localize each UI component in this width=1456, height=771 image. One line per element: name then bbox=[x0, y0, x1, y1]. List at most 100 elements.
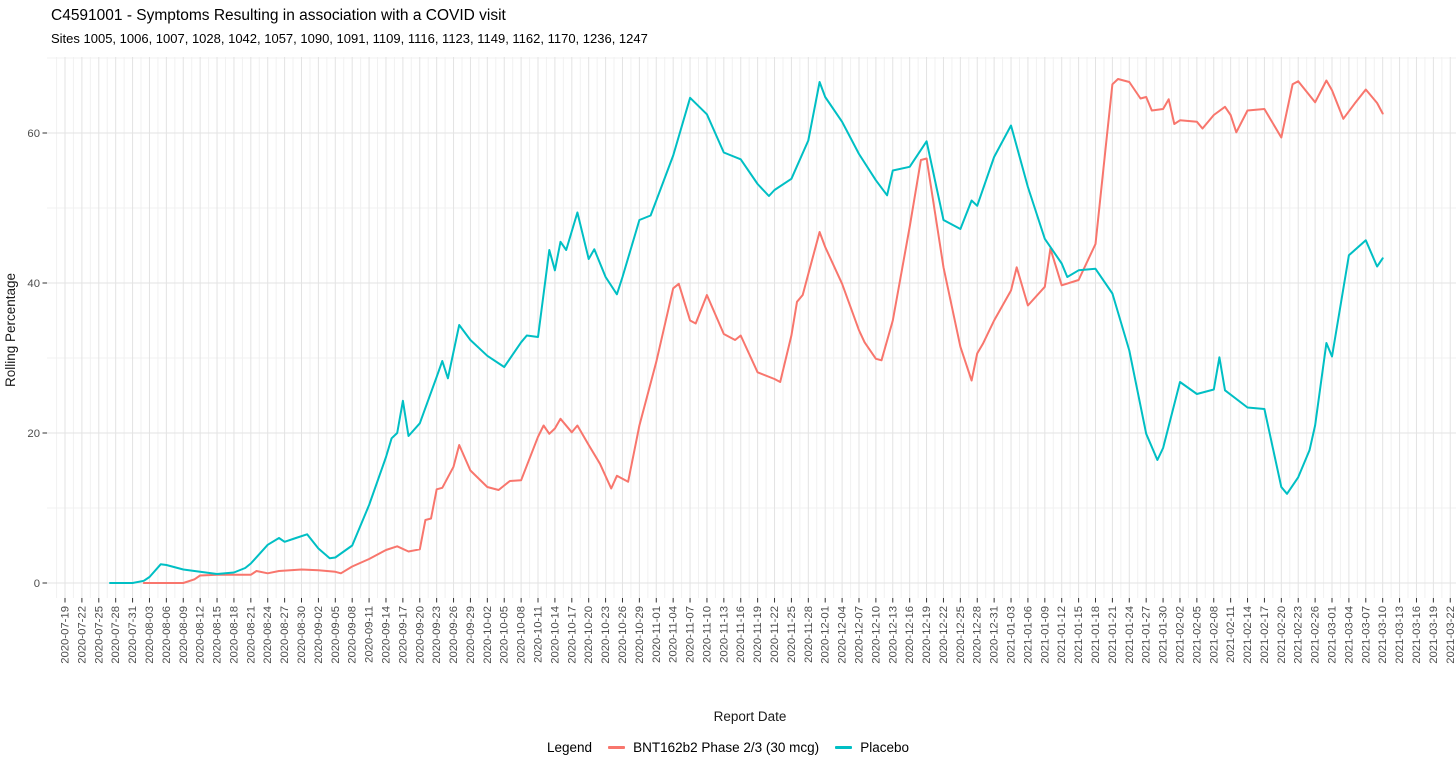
x-tick-label: 2020-10-08 bbox=[516, 606, 528, 664]
x-tick-label: 2021-01-06 bbox=[1022, 606, 1034, 664]
legend-key-placebo bbox=[835, 746, 853, 749]
x-tick-label: 2020-07-28 bbox=[110, 606, 122, 664]
x-tick-label: 2021-01-27 bbox=[1141, 606, 1153, 664]
legend-item-bnt162b2: BNT162b2 Phase 2/3 (30 mcg) bbox=[608, 740, 819, 755]
legend-item-placebo: Placebo bbox=[835, 740, 909, 755]
x-tick-label: 2021-01-12 bbox=[1056, 606, 1068, 664]
x-tick-label: 2021-01-03 bbox=[1006, 606, 1018, 664]
x-tick-label: 2020-11-28 bbox=[803, 606, 815, 663]
x-tick-label: 2020-09-05 bbox=[330, 606, 342, 664]
y-tick-label: 40 bbox=[27, 278, 40, 290]
x-tick-label: 2020-12-04 bbox=[837, 606, 849, 664]
x-tick-label: 2020-12-22 bbox=[938, 606, 950, 664]
minor-gridlines bbox=[47, 57, 1456, 598]
x-tick-label: 2020-07-31 bbox=[127, 606, 139, 664]
x-tick-label: 2021-03-01 bbox=[1327, 606, 1339, 664]
x-tick-label: 2021-03-10 bbox=[1377, 606, 1389, 664]
axis-tick-labels: 2020-07-19 2020-07-22 2020-07-25 2020-07-28… bbox=[27, 128, 1456, 664]
x-tick-label: 2020-11-16 bbox=[735, 606, 747, 663]
x-tick-label: 2021-03-19 bbox=[1428, 606, 1440, 664]
x-tick-label: 2020-12-10 bbox=[870, 606, 882, 664]
x-tick-label: 2020-09-02 bbox=[313, 606, 325, 664]
x-tick-label: 2021-03-22 bbox=[1445, 606, 1456, 664]
x-tick-label: 2021-03-13 bbox=[1394, 606, 1406, 664]
x-tick-label: 2021-01-21 bbox=[1107, 606, 1119, 664]
legend-title: Legend bbox=[547, 740, 593, 755]
x-tick-label: 2020-08-12 bbox=[195, 606, 207, 664]
x-tick-label: 2020-09-08 bbox=[347, 606, 359, 664]
x-tick-label: 2020-11-10 bbox=[701, 606, 713, 663]
series-lines bbox=[109, 78, 1384, 584]
x-tick-label: 2020-12-13 bbox=[887, 606, 899, 664]
x-tick-label: 2020-09-11 bbox=[364, 606, 376, 663]
x-tick-label: 2021-03-04 bbox=[1343, 606, 1355, 664]
x-tick-label: 2021-02-26 bbox=[1310, 606, 1322, 664]
chart-title: C4591001 - Symptoms Resulting in associa… bbox=[51, 7, 506, 24]
x-tick-label: 2020-07-22 bbox=[76, 606, 88, 664]
x-tick-label: 2020-09-26 bbox=[448, 606, 460, 664]
x-tick-label: 2021-02-02 bbox=[1174, 606, 1186, 664]
x-tick-label: 2020-07-25 bbox=[93, 606, 105, 664]
x-tick-label: 2021-02-23 bbox=[1293, 606, 1305, 664]
x-tick-label: 2020-12-07 bbox=[853, 606, 865, 664]
x-tick-label: 2020-12-31 bbox=[989, 606, 1001, 664]
x-tick-label: 2021-02-20 bbox=[1276, 606, 1288, 664]
series-line-bnt162b2 bbox=[142, 78, 1384, 584]
x-tick-label: 2020-11-07 bbox=[685, 606, 697, 663]
x-tick-label: 2021-02-11 bbox=[1225, 606, 1237, 663]
x-tick-label: 2020-08-06 bbox=[161, 606, 173, 664]
x-tick-label: 2020-12-19 bbox=[921, 606, 933, 664]
x-tick-label: 2020-08-09 bbox=[178, 606, 190, 664]
x-tick-label: 2021-01-30 bbox=[1158, 606, 1170, 664]
x-tick-label: 2020-11-19 bbox=[752, 606, 764, 663]
x-tick-label: 2020-08-03 bbox=[144, 606, 156, 664]
legend-label-placebo: Placebo bbox=[860, 740, 909, 755]
x-tick-label: 2020-12-25 bbox=[955, 606, 967, 664]
x-tick-label: 2020-11-01 bbox=[651, 606, 663, 663]
x-tick-label: 2021-01-18 bbox=[1090, 606, 1102, 664]
chart-subtitle: Sites 1005, 1006, 1007, 1028, 1042, 1057… bbox=[51, 31, 648, 46]
x-tick-label: 2021-02-17 bbox=[1259, 606, 1271, 664]
legend: Legend BNT162b2 Phase 2/3 (30 mcg) Place… bbox=[0, 740, 1456, 755]
x-tick-label: 2020-08-18 bbox=[228, 606, 240, 664]
y-axis-title: Rolling Percentage bbox=[3, 273, 18, 387]
x-tick-label: 2021-02-14 bbox=[1242, 606, 1254, 664]
y-tick-label: 20 bbox=[27, 428, 40, 440]
x-tick-label: 2020-12-01 bbox=[820, 606, 832, 664]
x-tick-label: 2020-10-29 bbox=[634, 606, 646, 664]
x-tick-label: 2020-09-14 bbox=[380, 606, 392, 664]
x-tick-label: 2020-07-19 bbox=[60, 606, 72, 664]
x-axis-title: Report Date bbox=[714, 709, 787, 724]
x-tick-label: 2020-10-11 bbox=[533, 606, 545, 663]
x-tick-label: 2020-10-17 bbox=[566, 606, 578, 664]
x-tick-label: 2020-08-24 bbox=[262, 606, 274, 664]
x-tick-label: 2020-08-21 bbox=[245, 606, 257, 664]
series-line-placebo bbox=[109, 81, 1384, 584]
axis-tick-marks bbox=[42, 132, 1451, 603]
x-tick-label: 2020-09-23 bbox=[431, 606, 443, 664]
x-tick-label: 2021-03-16 bbox=[1411, 606, 1423, 664]
x-tick-label: 2020-10-23 bbox=[600, 606, 612, 664]
x-tick-label: 2020-10-26 bbox=[617, 606, 629, 664]
x-tick-label: 2020-09-29 bbox=[465, 606, 477, 664]
x-tick-label: 2021-01-15 bbox=[1073, 606, 1085, 664]
major-gridlines bbox=[47, 57, 1456, 598]
x-tick-label: 2021-01-09 bbox=[1039, 606, 1051, 664]
x-tick-label: 2020-10-20 bbox=[583, 606, 595, 664]
x-tick-label: 2020-09-17 bbox=[397, 606, 409, 664]
x-tick-label: 2021-02-05 bbox=[1191, 606, 1203, 664]
y-tick-label: 0 bbox=[34, 578, 40, 590]
x-tick-label: 2020-10-05 bbox=[499, 606, 511, 664]
x-tick-label: 2020-09-20 bbox=[414, 606, 426, 664]
x-tick-label: 2020-11-13 bbox=[718, 606, 730, 663]
x-tick-label: 2021-03-07 bbox=[1360, 606, 1372, 664]
x-tick-label: 2020-11-04 bbox=[668, 606, 680, 663]
x-tick-label: 2020-08-30 bbox=[296, 606, 308, 664]
y-tick-label: 60 bbox=[27, 128, 40, 140]
x-tick-label: 2020-08-15 bbox=[212, 606, 224, 664]
x-tick-label: 2020-10-14 bbox=[549, 606, 561, 664]
x-tick-label: 2020-11-22 bbox=[769, 606, 781, 663]
x-tick-label: 2020-08-27 bbox=[279, 606, 291, 664]
